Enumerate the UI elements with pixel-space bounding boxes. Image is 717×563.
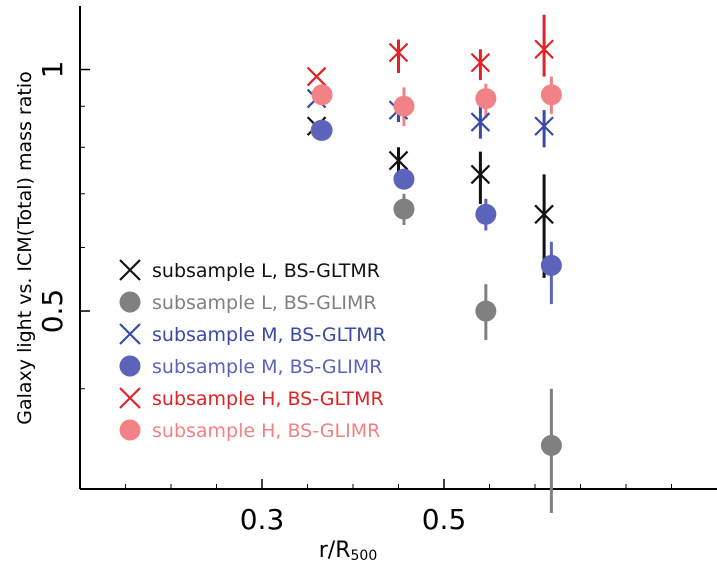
x-axis-label-subscript: 500 [351, 548, 378, 563]
legend-label: subsample L, BS-GLTMR [152, 260, 380, 282]
legend-label: subsample H, BS-GLIMR [152, 420, 380, 442]
legend-label: subsample M, BS-GLIMR [152, 356, 382, 378]
x-tick-label: 0.5 [422, 503, 467, 536]
data-point-x [470, 52, 491, 73]
data-point-x [306, 66, 327, 87]
y-tick-label: 1 [36, 61, 69, 79]
legend: subsample L, BS-GLTMR subsample L, BS-GLI… [119, 259, 386, 442]
data-point-circle [540, 434, 562, 456]
data-point-x [470, 112, 491, 132]
data-point-circle [393, 198, 415, 220]
data-point-circle [393, 168, 415, 190]
data-point-x [534, 39, 554, 59]
legend-label: subsample M, BS-GLTMR [152, 324, 386, 346]
data-point-circle [540, 254, 562, 276]
legend-marker-x [119, 259, 141, 281]
legend-marker-circle [119, 291, 141, 313]
data-point-x [470, 164, 491, 185]
data-point-x [388, 42, 409, 63]
data-point-circle [311, 84, 333, 106]
y-axis-label: Galaxy light vs. ICM(Total) mass ratio [14, 71, 36, 425]
y-tick-label: 0.5 [36, 289, 69, 334]
legend-marker-circle [119, 355, 141, 377]
legend-marker-circle [119, 419, 141, 441]
markers [306, 39, 562, 456]
legend-marker-x [119, 323, 141, 345]
data-point-circle [475, 88, 497, 110]
x-axis-label-main: r/R [319, 538, 351, 563]
axes [79, 6, 717, 490]
data-point-circle [393, 95, 415, 117]
legend-label: subsample L, BS-GLIMR [152, 292, 377, 314]
data-point-circle [540, 84, 562, 106]
data-point-x [534, 204, 554, 225]
legend-label: subsample H, BS-GLTMR [152, 388, 384, 410]
x-axis-label: r/R500 [319, 538, 377, 563]
data-point-circle [475, 203, 497, 225]
data-point-circle [311, 119, 333, 141]
x-tick-label: 0.3 [240, 503, 285, 536]
legend-marker-x [119, 387, 141, 409]
ticks: 0.3 0.5 0.5 1 [36, 61, 672, 536]
data-point-circle [475, 300, 497, 322]
data-point-x [534, 116, 554, 136]
data-point-x [388, 150, 409, 171]
